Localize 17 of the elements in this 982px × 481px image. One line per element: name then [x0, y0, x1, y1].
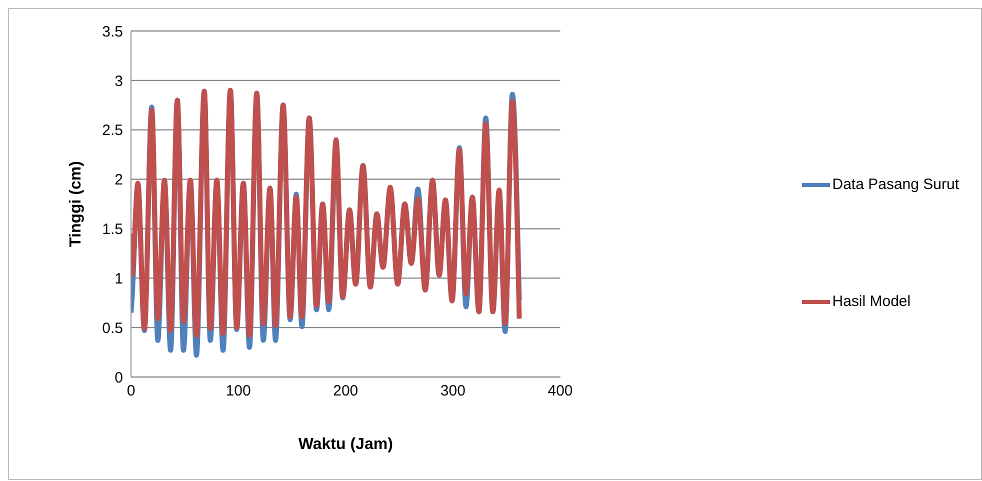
y-tick-label: 0.5 [102, 320, 123, 337]
y-tick-label: 1.5 [102, 221, 123, 238]
x-tick-label: 300 [440, 382, 466, 400]
y-tick-label: 0 [114, 369, 123, 386]
y-tick-label: 2 [114, 172, 123, 189]
y-tick-label: 1 [114, 270, 123, 288]
x-tick-label: 0 [126, 382, 136, 400]
y-tick-label: 3 [114, 72, 123, 90]
y-tick-label: 3.5 [102, 23, 123, 40]
x-tick-label: 400 [548, 382, 573, 400]
legend-label: Hasil Model [832, 293, 911, 310]
y-tick-label: 2.5 [102, 122, 123, 140]
y-axis-title: Tinggi (cm) [68, 161, 85, 247]
legend-label: Data Pasang Surut [832, 176, 959, 193]
x-tick-label: 200 [333, 382, 358, 400]
x-axis-title: Waktu (Jam) [298, 436, 393, 453]
x-tick-label: 100 [226, 382, 251, 400]
